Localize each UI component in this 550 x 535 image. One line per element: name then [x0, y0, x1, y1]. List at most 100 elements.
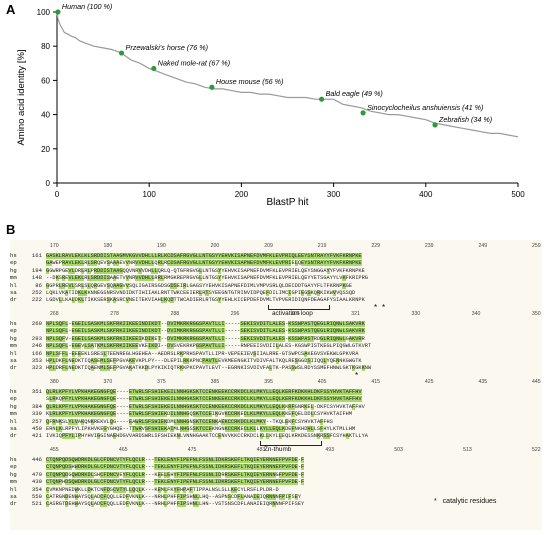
alignment-row: sa 550 CATRGNDENWAYSQLADCFQQLLEDFVKNLK---N… [10, 493, 542, 501]
x-tick-label: 400 [419, 190, 433, 199]
alignment-row: hg 479 CTQNPQDGQWDRKDLSHCFDNCVEYFLQCLR---K… [10, 471, 542, 479]
species-code: hg [10, 334, 17, 342]
start-position: 86 [35, 281, 42, 289]
ruler-tick-label: 259 [532, 243, 541, 249]
start-position: 161 [31, 252, 42, 259]
alignment-row: sa 450 ERNLKLRPFYLIPKHVKEGYGHQE--TTWRVSFSH… [10, 425, 542, 433]
species-point [151, 65, 157, 72]
legend-text: catalytic residues [440, 498, 497, 505]
ruler-tick-label: 306 [291, 311, 300, 317]
sequence: CASRGTDEHWAYSQLADCFQQLLEDFVKNLK---NRHLPH… [46, 501, 305, 508]
sequence: ERNLKLRPFYLIPKHVKEGYGHQE--TTWRVSFSHIEKAI… [46, 426, 356, 432]
position-ruler: 170 180 190 200 209 219 229 239 249 259 [10, 240, 542, 252]
sequence: LGDVLLKALDKLTIKKSERSKASRCVNEITEKVIAHLKQD… [46, 297, 365, 304]
species-code: hg [10, 470, 17, 478]
ruler-tick-label: 445 [532, 379, 541, 385]
sequence: NPLSQFL-EGEILSASKMLSKFRKIIKEEINDIKDT--DV… [46, 321, 365, 327]
ruler-tick-label: 513 [463, 447, 472, 453]
region-label: Zn-thumb [264, 445, 292, 453]
ruler-tick-label: 405 [317, 379, 327, 385]
sequence: NPLSQFL-EGEILSASKMLSKFRKIIKEEINDIKDT--DV… [46, 328, 365, 335]
species-label: Przewalski's horse (76 %) [126, 43, 208, 52]
species-code: dr [10, 500, 17, 508]
ruler-tick-label: 288 [170, 311, 180, 317]
species-point [55, 9, 61, 15]
ruler-tick-label: 170 [50, 243, 59, 249]
sequence-alignment: 170 180 190 200 209 219 229 239 249 259 hs 161 GASKL… [10, 240, 542, 530]
ruler-tick-label: 370 [103, 379, 113, 385]
sequence: GASKLRAVLEKLKLSRDDISTAAGMVKGVVDHLLLRLKCD… [46, 253, 362, 259]
species-code: hs [10, 456, 17, 463]
start-position: 446 [31, 456, 42, 463]
alignment-row: mm 246 NPLSQFL-EGEVLSATKMLSKFRKIIKEEVKEIKD… [10, 342, 542, 350]
species-code: sa [10, 289, 17, 296]
alignment-row: hl 354 CVMKNPNEDWKLLDKTCNFDSCVTYLLQQLK---K… [10, 486, 542, 494]
alignment-row: dr 222 LGDVLLKALDKLTIKKSERSKASRCVNEITEKVIA… [10, 296, 542, 304]
alignment-row: ep NPLSQFL-EGEILSASKMLSKFRKIIKEEINDIKDT--… [10, 327, 542, 335]
ruler-tick-label: 493 [325, 447, 335, 453]
sequence: SLRKQPFYLVPKHAKEGNGFQE----ETWRLSFSHIEKEI… [46, 396, 362, 403]
sequence: CATRGNDENWAYSQLADCFQQLLEDFVKNLK---NRHLPH… [46, 494, 301, 500]
start-position: 450 [31, 425, 42, 432]
species-code: ep [10, 327, 17, 335]
ruler-tick-label: 249 [478, 243, 488, 249]
ruler-tick-label: 239 [424, 243, 434, 249]
sequence: CTQNPQDGQWDRKDLSHCFDNCVEYFLQCLR---KEELEH… [46, 471, 305, 478]
catalytic-residue-star: * [374, 302, 378, 312]
legend-star: * [434, 498, 437, 505]
ruler-tick-label: 483 [256, 447, 266, 453]
identity-line [56, 11, 519, 138]
ruler-tick-label: 321 [351, 311, 360, 317]
species-code: dr [10, 432, 17, 440]
ruler-tick-label: 415 [371, 379, 380, 385]
ruler-tick-label: 190 [157, 243, 166, 249]
start-position: 339 [31, 410, 42, 418]
alignment-row: sa 353 HPLDKFLNEDKTIQASEMLSEFPGVAKEVKPLPY-… [10, 357, 542, 365]
start-position: 194 [31, 266, 42, 274]
species-code: hl [10, 417, 17, 425]
ruler-tick-label: 330 [411, 311, 421, 317]
alignment-block: 268 278 288 296 306 321 330 340 350 hs 260 NPLSQFL-… [10, 308, 542, 379]
alignment-row: ep CTQNPQDSHWDRKDLGLCFDNCVTYFLQCLR---TEKL… [10, 463, 542, 471]
position-ruler: 380 370 375 385 395 405 415 425 435 445 [10, 376, 542, 388]
start-position: 260 [31, 320, 42, 327]
start-position: 323 [31, 364, 42, 372]
species-code: hl [10, 349, 17, 357]
sequence: HPLDRFLNEDKTIQAENMLSEFPGVAKATKKDLPYKIKIQ… [46, 365, 372, 372]
x-tick-label: 0 [55, 190, 60, 199]
alignment-row: hs 260 NPLSQFL-EGEILSASKMLSKFRKIIKEEINDIKD… [10, 320, 542, 328]
ruler-tick-label: 200 [210, 243, 220, 249]
x-tick-label: 200 [235, 190, 249, 199]
alignment-row: ep SLRKQPFYLVPKHAKEGNGFQE----ETWRLSFSHIEK… [10, 395, 542, 403]
ruler-tick-label: 475 [187, 447, 197, 453]
species-code: hg [10, 402, 17, 410]
sequence: QFRNKSLYLVAKQNKREKVLQG----EAWRLSFSHIEKDM… [46, 418, 333, 425]
alignment-row: mm 148 --DKSREVLEKLRLSRDDISAAETVVNRVVDHLLR… [10, 274, 542, 282]
alignment-row: sa 252 LQKLVKATIDKLKKNNEGSNRSVNDIDKTIHIIAK… [10, 289, 542, 297]
alignment-row: hs 351 QLRLKPFYLVPKHAKEGNGFQE----ETWRLSFSH… [10, 388, 542, 396]
sequence: IVKIQPFYLIPHYHVIGGINAEHDGVVARDSWRLSFSHIE… [46, 433, 368, 440]
catalytic-residue-star: * [355, 370, 359, 380]
alignment-row: hl 86 GGPRLREVLSRLSLQRGEVSQAAGVVSQLIGAIRSG… [10, 282, 542, 290]
ruler-tick-label: 425 [424, 379, 434, 385]
start-position: 246 [31, 342, 42, 350]
alignment-row: dr 521 CASRGTDEHWAYSQLADCFQQLLEDFVKNLK---N… [10, 500, 542, 508]
species-label: Sinocyclocheilus anshuiensis (41 %) [367, 103, 483, 112]
start-position: 421 [31, 432, 42, 440]
start-position: 166 [31, 349, 42, 357]
sequence: --DKSREVLEKLRLSRDDISAAETVVNRVVDHLLRRLRMG… [46, 275, 368, 282]
y-tick-label: 100 [37, 8, 51, 17]
species-code: hs [10, 320, 17, 327]
species-code: ep [10, 395, 17, 403]
species-code: hl [10, 281, 17, 289]
alignment-row: mm 339 KLRLKPFYLVPKHAKEGNGFQE----ETWRLSFSH… [10, 410, 542, 418]
start-position: 521 [31, 500, 42, 508]
species-label: Bald eagle (49 %) [326, 89, 383, 98]
sequence: QLRLKPFYLVPKHAKEGNGFQE----ETWRLSFSHIEKEI… [46, 389, 362, 395]
identity-line-chart: 0 100 200 300 400 500 0 20 40 60 80 100 BlastP hit Am… [16, 2, 525, 208]
start-position: 384 [31, 402, 42, 410]
sequence: NPLSQFL-EGEVLSATKMLSKFRKIIKEEVKEIKDI--DV… [46, 343, 372, 350]
ruler-tick-label: 455 [50, 447, 59, 453]
catalytic-legend: * catalytic residues [434, 498, 496, 505]
ruler-tick-label: 465 [118, 447, 128, 453]
